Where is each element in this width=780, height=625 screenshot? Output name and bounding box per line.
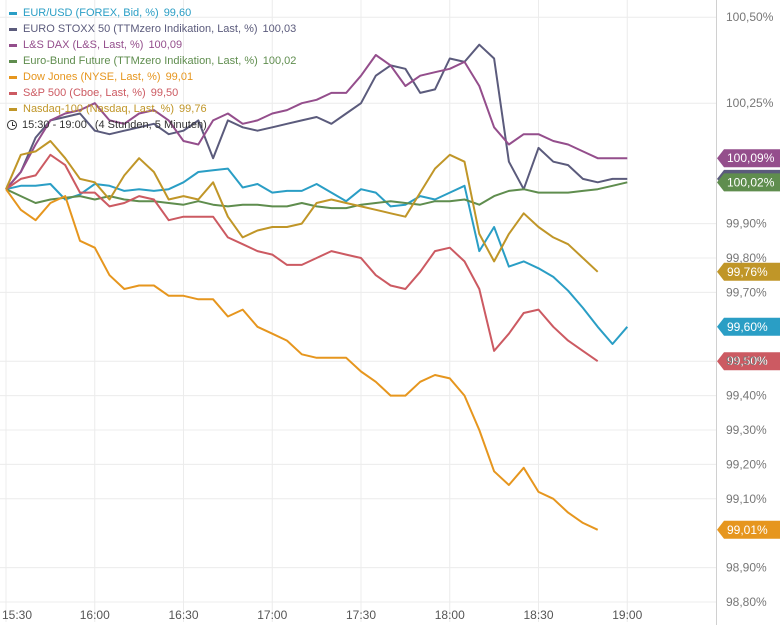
legend-swatch — [9, 75, 17, 79]
x-axis-labels: 15:30 16:00 16:30 17:00 17:30 18:00 18:30 19:00 — [2, 608, 643, 622]
last-value-tag: 99,60% — [717, 317, 780, 336]
legend-swatch — [9, 27, 17, 31]
legend-item-dax[interactable]: L&S DAX (L&S, Last, %) 100,09 — [6, 37, 296, 53]
time-range-label: 15:30 - 19:00 — [22, 119, 87, 131]
x-tick-label: 18:30 — [523, 608, 553, 622]
legend-value: 99,01 — [165, 71, 194, 83]
tag-label: 99,76% — [727, 265, 768, 279]
legend-item-dowjones[interactable]: Dow Jones (NYSE, Last, %) 99,01 — [6, 69, 296, 85]
tag-label: 99,60% — [727, 320, 768, 334]
last-value-tag: 99,01% — [717, 520, 780, 539]
y-tick-label: 99,50% — [726, 354, 767, 368]
legend-item-nasdaq100[interactable]: Nasdaq-100 (Nasdaq, Last, %) 99,76 — [6, 101, 296, 117]
grid-lines — [0, 0, 717, 625]
x-tick-label: 16:00 — [80, 608, 110, 622]
legend-value: 100,02 — [262, 55, 297, 67]
y-tick-label: 100,25% — [726, 96, 774, 110]
y-tick-label: 99,20% — [726, 457, 767, 471]
legend-value: 100,03 — [262, 23, 297, 35]
legend-value: 99,60 — [163, 7, 192, 19]
series-line — [5, 188, 599, 531]
tag-label: 99,50% — [727, 354, 768, 368]
x-tick-label: 18:00 — [435, 608, 465, 622]
y-tick-label: 99,30% — [726, 423, 767, 437]
legend-value: 99,76 — [179, 103, 207, 115]
tag-shape — [717, 317, 780, 336]
legend-item-eurusd[interactable]: EUR/USD (FOREX, Bid, %) 99,60 — [6, 5, 296, 21]
series-lines — [5, 43, 629, 531]
series-line — [5, 153, 599, 363]
y-tick-label: 99,90% — [726, 217, 767, 231]
legend-swatch — [9, 91, 17, 95]
legend-label: Dow Jones (NYSE, Last, %) — [23, 71, 161, 83]
legend-swatch — [9, 107, 17, 111]
legend-swatch — [9, 43, 17, 47]
last-value-tag: 99,76% — [717, 262, 780, 281]
legend-swatch — [9, 59, 17, 63]
tag-label: 100,02% — [727, 175, 775, 189]
y-tick-label: 100,50% — [726, 10, 774, 24]
legend-label: EURO STOXX 50 (TTMzero Indikation, Last,… — [23, 23, 258, 35]
legend-label: L&S DAX (L&S, Last, %) — [23, 39, 144, 51]
clock-icon — [7, 120, 17, 130]
y-tick-label: 99,70% — [726, 285, 767, 299]
legend-value: 99,50 — [150, 87, 179, 99]
x-tick-label: 19:00 — [612, 608, 642, 622]
series-line — [5, 140, 599, 273]
series-line — [5, 181, 628, 210]
x-tick-label: 15:30 — [2, 608, 32, 622]
tag-shape — [717, 262, 780, 281]
legend-label: EUR/USD (FOREX, Bid, %) — [23, 7, 159, 19]
tag-shape — [717, 173, 780, 192]
last-value-tag: 100,02% — [717, 173, 780, 192]
tag-label: 100,09% — [727, 151, 775, 165]
legend-item-eurobund[interactable]: Euro-Bund Future (TTMzero Indikation, La… — [6, 53, 296, 69]
series-line — [5, 167, 629, 345]
x-tick-label: 17:30 — [346, 608, 376, 622]
x-tick-label: 16:30 — [168, 608, 198, 622]
legend-label: Euro-Bund Future (TTMzero Indikation, La… — [23, 55, 258, 67]
tag-label: 99,01% — [727, 523, 768, 537]
time-range-duration: (4 Stunden, 5 Minuten) — [94, 119, 207, 131]
y-tick-label: 98,80% — [726, 595, 767, 609]
time-range: 15:30 - 19:00 (4 Stunden, 5 Minuten) — [6, 117, 296, 133]
series-line — [5, 54, 628, 190]
legend-swatch — [9, 11, 17, 15]
legend-label: Nasdaq-100 (Nasdaq, Last, %) — [23, 103, 175, 115]
tag-shape — [717, 149, 780, 168]
last-value-tag: 99,50% — [717, 352, 780, 371]
y-axis-labels: 100,50% 100,25% 99,90% 99,80% 99,70% 99,50% 99… — [726, 10, 774, 609]
tag-shape — [717, 352, 780, 371]
last-value-tags: 99,60%100,03%100,09%100,02%99,01%99,50%9… — [717, 149, 780, 539]
legend-item-eurostoxx50[interactable]: EURO STOXX 50 (TTMzero Indikation, Last,… — [6, 21, 296, 37]
last-value-tag: 100,09% — [717, 149, 780, 168]
y-tick-label: 99,80% — [726, 251, 767, 265]
legend-item-sp500[interactable]: S&P 500 (Cboe, Last, %) 99,50 — [6, 85, 296, 101]
legend: EUR/USD (FOREX, Bid, %) 99,60 EURO STOXX… — [6, 5, 296, 133]
tag-shape — [717, 520, 780, 539]
legend-label: S&P 500 (Cboe, Last, %) — [23, 87, 146, 99]
y-tick-label: 99,10% — [726, 492, 767, 506]
y-tick-label: 98,90% — [726, 561, 767, 575]
y-tick-label: 99,40% — [726, 389, 767, 403]
legend-value: 100,09 — [148, 39, 183, 51]
x-tick-label: 17:00 — [257, 608, 287, 622]
